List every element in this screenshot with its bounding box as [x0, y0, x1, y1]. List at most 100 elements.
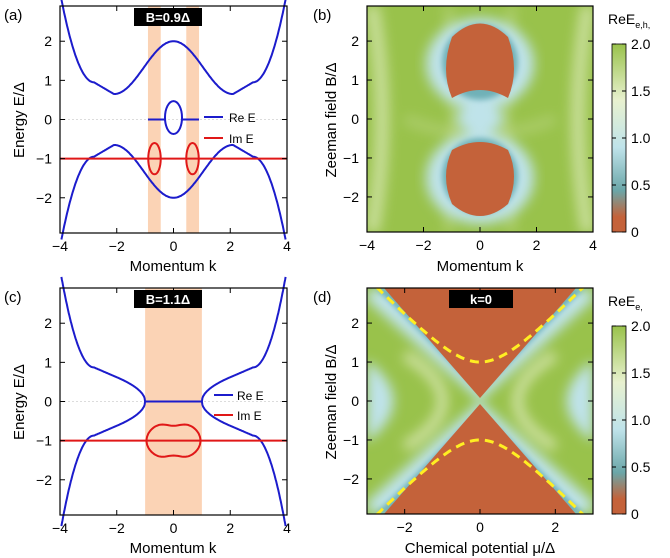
im-loop — [145, 423, 202, 458]
legend-im-label: Im E — [229, 132, 254, 146]
panel-c-ylabel: Energy E/Δ — [11, 364, 28, 440]
re-lower-branch — [60, 144, 287, 240]
panel-c-plot-area — [60, 276, 287, 527]
y-tick-label: 1 — [44, 72, 52, 88]
x-tick-label: 0 — [170, 520, 178, 536]
heatmap-d-lower-region — [384, 404, 576, 514]
y-tick-label: 0 — [44, 394, 52, 410]
heatmap-d-dashed-curve-lower — [375, 438, 585, 514]
panel-d-ylabel: Zeeman field B/Δ — [323, 344, 340, 459]
x-tick-label: −2 — [397, 519, 413, 535]
colorbar-tick-label: 0.5 — [631, 177, 651, 193]
panel-c: (c) B=1.1Δ Re E Im E −4 −2 0 2 4 −2 −1 0 1 2 Mome… — [4, 276, 291, 557]
panel-d-badge — [449, 290, 513, 308]
panel-c-legend: Re E Im E — [214, 389, 264, 423]
legend-im-label: Im E — [237, 409, 262, 423]
panel-b-ylabel: Zeeman field B/Δ — [323, 62, 340, 177]
y-tick-label: 2 — [351, 315, 359, 331]
colorbar-d-title: ReEe, — [608, 293, 643, 312]
panel-a-badge-text: B=0.9Δ — [146, 10, 190, 25]
x-tick-label: 0 — [476, 237, 484, 253]
colorbar-tick-label: 1.5 — [631, 365, 651, 381]
y-tick-label: 1 — [44, 354, 52, 370]
panel-c-xlabel: Momentum k — [130, 540, 217, 557]
y-tick-label: −2 — [36, 472, 52, 488]
heatmap-d-dashed-curve-upper — [375, 288, 585, 364]
y-tick-label: −1 — [343, 150, 359, 166]
y-tick-label: 0 — [351, 393, 359, 409]
y-tick-label: −2 — [343, 189, 359, 205]
colorbar-tick-label: 2.0 — [631, 36, 651, 52]
panel-a-legend: Re E Im E — [204, 111, 256, 146]
x-tick-label: 4 — [283, 520, 291, 536]
x-tick-label: −2 — [109, 238, 125, 254]
im-loop-right — [185, 141, 200, 176]
re-lower-branch-left — [60, 401, 147, 527]
x-tick-label: 4 — [283, 238, 291, 254]
colorbar-tick-label: 1.0 — [631, 130, 651, 146]
heatmap-d-upper-region — [384, 288, 576, 398]
y-tick-label: −2 — [36, 190, 52, 206]
re-central-loop — [163, 100, 184, 135]
panel-a-axes: −4 −2 0 2 4 −2 −1 0 1 2 — [36, 6, 291, 254]
y-tick-label: −1 — [36, 433, 52, 449]
colorbar-tick-label: 2.0 — [631, 318, 651, 334]
panel-c-badge-text: B=1.1Δ — [146, 292, 190, 307]
y-tick-label: 2 — [44, 33, 52, 49]
panel-b: (b) −4 −2 0 2 4−2− — [313, 5, 651, 275]
panel-b-label: (b) — [313, 7, 331, 24]
panel-d-colorbar: ReEe, 2.0 1.5 1.0 0.5 0 — [608, 293, 651, 522]
x-tick-label: 4 — [589, 237, 597, 253]
y-tick-label: 2 — [44, 315, 52, 331]
panel-c-axes: −4 −2 0 2 4 −2 −1 0 1 2 — [36, 288, 291, 536]
panel-d-badge-text: k=0 — [470, 292, 492, 307]
panel-b-colorbar: ReEe,h, 2.0 1.5 1.0 0.5 0 — [608, 11, 651, 240]
panel-b-heatmap — [367, 6, 593, 232]
x-tick-label: −4 — [52, 520, 68, 536]
panel-a-ylabel: Energy E/Δ — [11, 82, 28, 158]
heatmap-b-lobe-upper — [446, 23, 514, 98]
panel-c-label: (c) — [4, 289, 22, 306]
panel-a-badge — [134, 8, 202, 26]
im-loop-left — [147, 141, 162, 176]
y-tick-label: 1 — [351, 354, 359, 370]
x-tick-label: −2 — [416, 237, 432, 253]
y-tick-label: 2 — [351, 33, 359, 49]
colorbar-tick-label: 0.5 — [631, 459, 651, 475]
x-tick-label: 0 — [476, 519, 484, 535]
x-tick-label: −2 — [109, 520, 125, 536]
heatmap-b-lobe-lower — [446, 142, 514, 216]
x-tick-label: 2 — [533, 237, 541, 253]
x-tick-label: −4 — [52, 238, 68, 254]
panel-a-plot-area — [60, 0, 287, 240]
colorbar-tick-label: 1.0 — [631, 412, 651, 428]
x-tick-label: 0 — [170, 238, 178, 254]
x-tick-label: 2 — [551, 519, 559, 535]
y-tick-label: 1 — [351, 72, 359, 88]
x-tick-label: −4 — [359, 237, 375, 253]
panel-a-label: (a) — [4, 7, 22, 24]
re-upper-branch — [60, 0, 287, 95]
panel-d-label: (d) — [313, 289, 331, 306]
colorbar-b-ticks: 2.0 1.5 1.0 0.5 0 — [612, 36, 651, 240]
colorbar-tick-label: 0 — [631, 506, 639, 522]
colorbar-d-ticks: 2.0 1.5 1.0 0.5 0 — [612, 318, 651, 522]
panel-d-xlabel: Chemical potential μ/Δ — [405, 540, 555, 557]
y-tick-label: −1 — [343, 432, 359, 448]
legend-re-label: Re E — [237, 389, 264, 403]
colorbar-tick-label: 1.5 — [631, 83, 651, 99]
re-upper-branch-left — [60, 276, 147, 402]
x-tick-label: 2 — [226, 238, 234, 254]
panel-a: (a) B=0.9Δ Re E Im E −4 −2 0 2 4 −2 −1 0 1 2 Mome… — [4, 0, 291, 275]
panel-c-badge — [134, 290, 202, 308]
y-tick-label: −1 — [36, 151, 52, 167]
colorbar-tick-label: 0 — [631, 224, 639, 240]
y-tick-label: 0 — [351, 111, 359, 127]
panel-d-heatmap — [367, 288, 593, 514]
colorbar-b-title: ReEe,h, — [608, 11, 650, 30]
legend-re-label: Re E — [229, 111, 256, 125]
re-lower-branch-right — [200, 401, 287, 527]
panel-d-axes: −2 0 2 −2 −1 0 1 2 — [343, 288, 593, 535]
panel-b-xlabel: Momentum k — [437, 258, 524, 275]
